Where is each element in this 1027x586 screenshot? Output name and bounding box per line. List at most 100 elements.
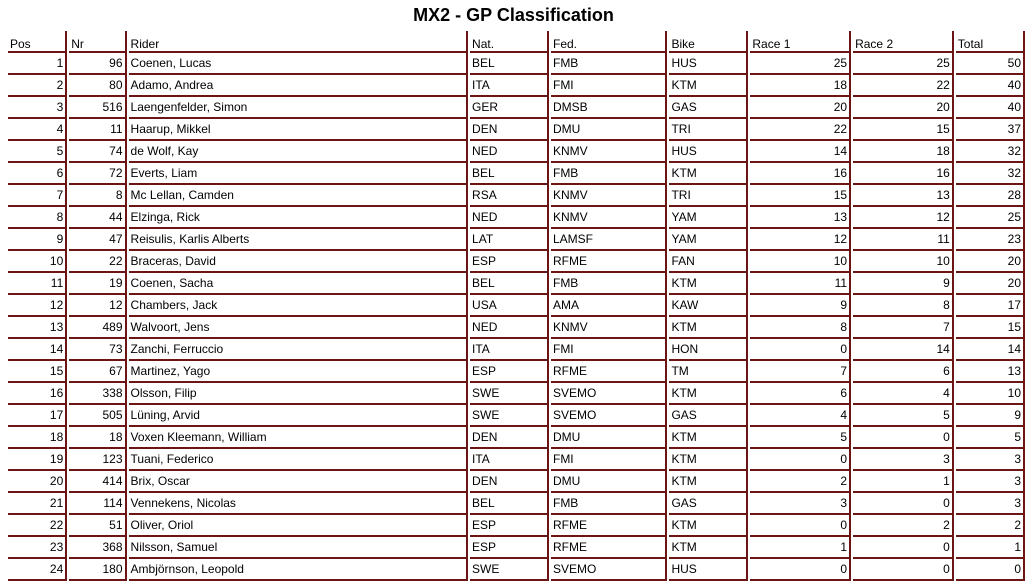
cell-race1: 7 bbox=[750, 361, 852, 383]
cell-fed: DMSB bbox=[550, 97, 668, 119]
cell-rider: Chambers, Jack bbox=[128, 295, 469, 317]
cell-total: 50 bbox=[955, 53, 1025, 75]
cell-total: 23 bbox=[955, 229, 1025, 251]
table-row: 3 516 Laengenfelder, Simon GER DMSB GAS 20 20 40 bbox=[8, 97, 1025, 119]
cell-race1: 14 bbox=[750, 141, 852, 163]
cell-bike: HON bbox=[669, 339, 749, 361]
cell-rider: Brix, Oscar bbox=[128, 471, 469, 493]
cell-total: 14 bbox=[955, 339, 1025, 361]
cell-race2: 7 bbox=[853, 317, 954, 339]
cell-rider: Laengenfelder, Simon bbox=[128, 97, 469, 119]
cell-fed: SVEMO bbox=[550, 383, 668, 405]
cell-total: 13 bbox=[955, 361, 1025, 383]
cell-nr: 180 bbox=[69, 559, 127, 581]
cell-bike: HUS bbox=[669, 559, 749, 581]
cell-rider: Oliver, Oriol bbox=[128, 515, 469, 537]
cell-rider: Walvoort, Jens bbox=[128, 317, 469, 339]
cell-pos: 10 bbox=[8, 251, 68, 273]
cell-nat: SWE bbox=[470, 405, 549, 427]
cell-race1: 3 bbox=[750, 493, 852, 515]
cell-nr: 8 bbox=[69, 185, 127, 207]
cell-nat: BEL bbox=[470, 273, 549, 295]
page-title: MX2 - GP Classification bbox=[413, 5, 614, 25]
cell-bike: GAS bbox=[669, 405, 749, 427]
cell-bike: KTM bbox=[669, 383, 749, 405]
cell-pos: 2 bbox=[8, 75, 68, 97]
cell-pos: 14 bbox=[8, 339, 68, 361]
table-row: 5 74 de Wolf, Kay NED KNMV HUS 14 18 32 bbox=[8, 141, 1025, 163]
cell-bike: TRI bbox=[669, 185, 749, 207]
cell-nat: USA bbox=[470, 295, 549, 317]
cell-rider: Adamo, Andrea bbox=[128, 75, 469, 97]
cell-pos: 4 bbox=[8, 119, 68, 141]
cell-pos: 15 bbox=[8, 361, 68, 383]
cell-rider: Coenen, Sacha bbox=[128, 273, 469, 295]
cell-pos: 5 bbox=[8, 141, 68, 163]
cell-race1: 18 bbox=[750, 75, 852, 97]
cell-race1: 10 bbox=[750, 251, 852, 273]
cell-rider: Tuani, Federico bbox=[128, 449, 469, 471]
cell-fed: RFME bbox=[550, 251, 668, 273]
cell-nr: 44 bbox=[69, 207, 127, 229]
cell-nat: ITA bbox=[470, 339, 549, 361]
cell-fed: RFME bbox=[550, 537, 668, 559]
cell-bike: KTM bbox=[669, 471, 749, 493]
cell-nr: 22 bbox=[69, 251, 127, 273]
cell-race1: 11 bbox=[750, 273, 852, 295]
cell-rider: Everts, Liam bbox=[128, 163, 469, 185]
cell-nat: ESP bbox=[470, 361, 549, 383]
table-row: 22 51 Oliver, Oriol ESP RFME KTM 0 2 2 bbox=[8, 515, 1025, 537]
cell-race2: 0 bbox=[853, 493, 954, 515]
cell-race2: 11 bbox=[853, 229, 954, 251]
cell-race1: 16 bbox=[750, 163, 852, 185]
table-row: 18 18 Voxen Kleemann, William DEN DMU KTM 5 0 5 bbox=[8, 427, 1025, 449]
cell-race1: 13 bbox=[750, 207, 852, 229]
cell-pos: 23 bbox=[8, 537, 68, 559]
cell-nr: 516 bbox=[69, 97, 127, 119]
cell-race2: 4 bbox=[853, 383, 954, 405]
table-row: 15 67 Martinez, Yago ESP RFME TM 7 6 13 bbox=[8, 361, 1025, 383]
cell-pos: 13 bbox=[8, 317, 68, 339]
cell-nr: 368 bbox=[69, 537, 127, 559]
cell-pos: 16 bbox=[8, 383, 68, 405]
cell-race2: 20 bbox=[853, 97, 954, 119]
cell-race1: 1 bbox=[750, 537, 852, 559]
cell-nat: ESP bbox=[470, 537, 549, 559]
cell-bike: HUS bbox=[669, 53, 749, 75]
table-row: 13 489 Walvoort, Jens NED KNMV KTM 8 7 15 bbox=[8, 317, 1025, 339]
cell-nr: 123 bbox=[69, 449, 127, 471]
cell-nr: 72 bbox=[69, 163, 127, 185]
cell-pos: 18 bbox=[8, 427, 68, 449]
table-row: 23 368 Nilsson, Samuel ESP RFME KTM 1 0 1 bbox=[8, 537, 1025, 559]
cell-nat: GER bbox=[470, 97, 549, 119]
cell-pos: 24 bbox=[8, 559, 68, 581]
classification-table: Pos Nr Rider Nat. Fed. Bike Race 1 Race 2 Total … bbox=[6, 31, 1027, 581]
cell-total: 17 bbox=[955, 295, 1025, 317]
cell-pos: 19 bbox=[8, 449, 68, 471]
cell-bike: GAS bbox=[669, 97, 749, 119]
cell-bike: GAS bbox=[669, 493, 749, 515]
cell-pos: 9 bbox=[8, 229, 68, 251]
cell-bike: KTM bbox=[669, 449, 749, 471]
cell-race2: 22 bbox=[853, 75, 954, 97]
cell-race1: 20 bbox=[750, 97, 852, 119]
cell-nr: 114 bbox=[69, 493, 127, 515]
table-row: 2 80 Adamo, Andrea ITA FMI KTM 18 22 40 bbox=[8, 75, 1025, 97]
cell-pos: 22 bbox=[8, 515, 68, 537]
cell-fed: AMA bbox=[550, 295, 668, 317]
cell-nr: 18 bbox=[69, 427, 127, 449]
cell-nat: ESP bbox=[470, 251, 549, 273]
cell-bike: YAM bbox=[669, 229, 749, 251]
cell-pos: 12 bbox=[8, 295, 68, 317]
table-row: 4 11 Haarup, Mikkel DEN DMU TRI 22 15 37 bbox=[8, 119, 1025, 141]
table-row: 6 72 Everts, Liam BEL FMB KTM 16 16 32 bbox=[8, 163, 1025, 185]
cell-rider: Olsson, Filip bbox=[128, 383, 469, 405]
table-row: 1 96 Coenen, Lucas BEL FMB HUS 25 25 50 bbox=[8, 53, 1025, 75]
cell-race1: 5 bbox=[750, 427, 852, 449]
cell-race2: 0 bbox=[853, 537, 954, 559]
cell-bike: KTM bbox=[669, 273, 749, 295]
cell-race1: 22 bbox=[750, 119, 852, 141]
cell-nr: 73 bbox=[69, 339, 127, 361]
cell-nat: BEL bbox=[470, 163, 549, 185]
cell-race2: 1 bbox=[853, 471, 954, 493]
